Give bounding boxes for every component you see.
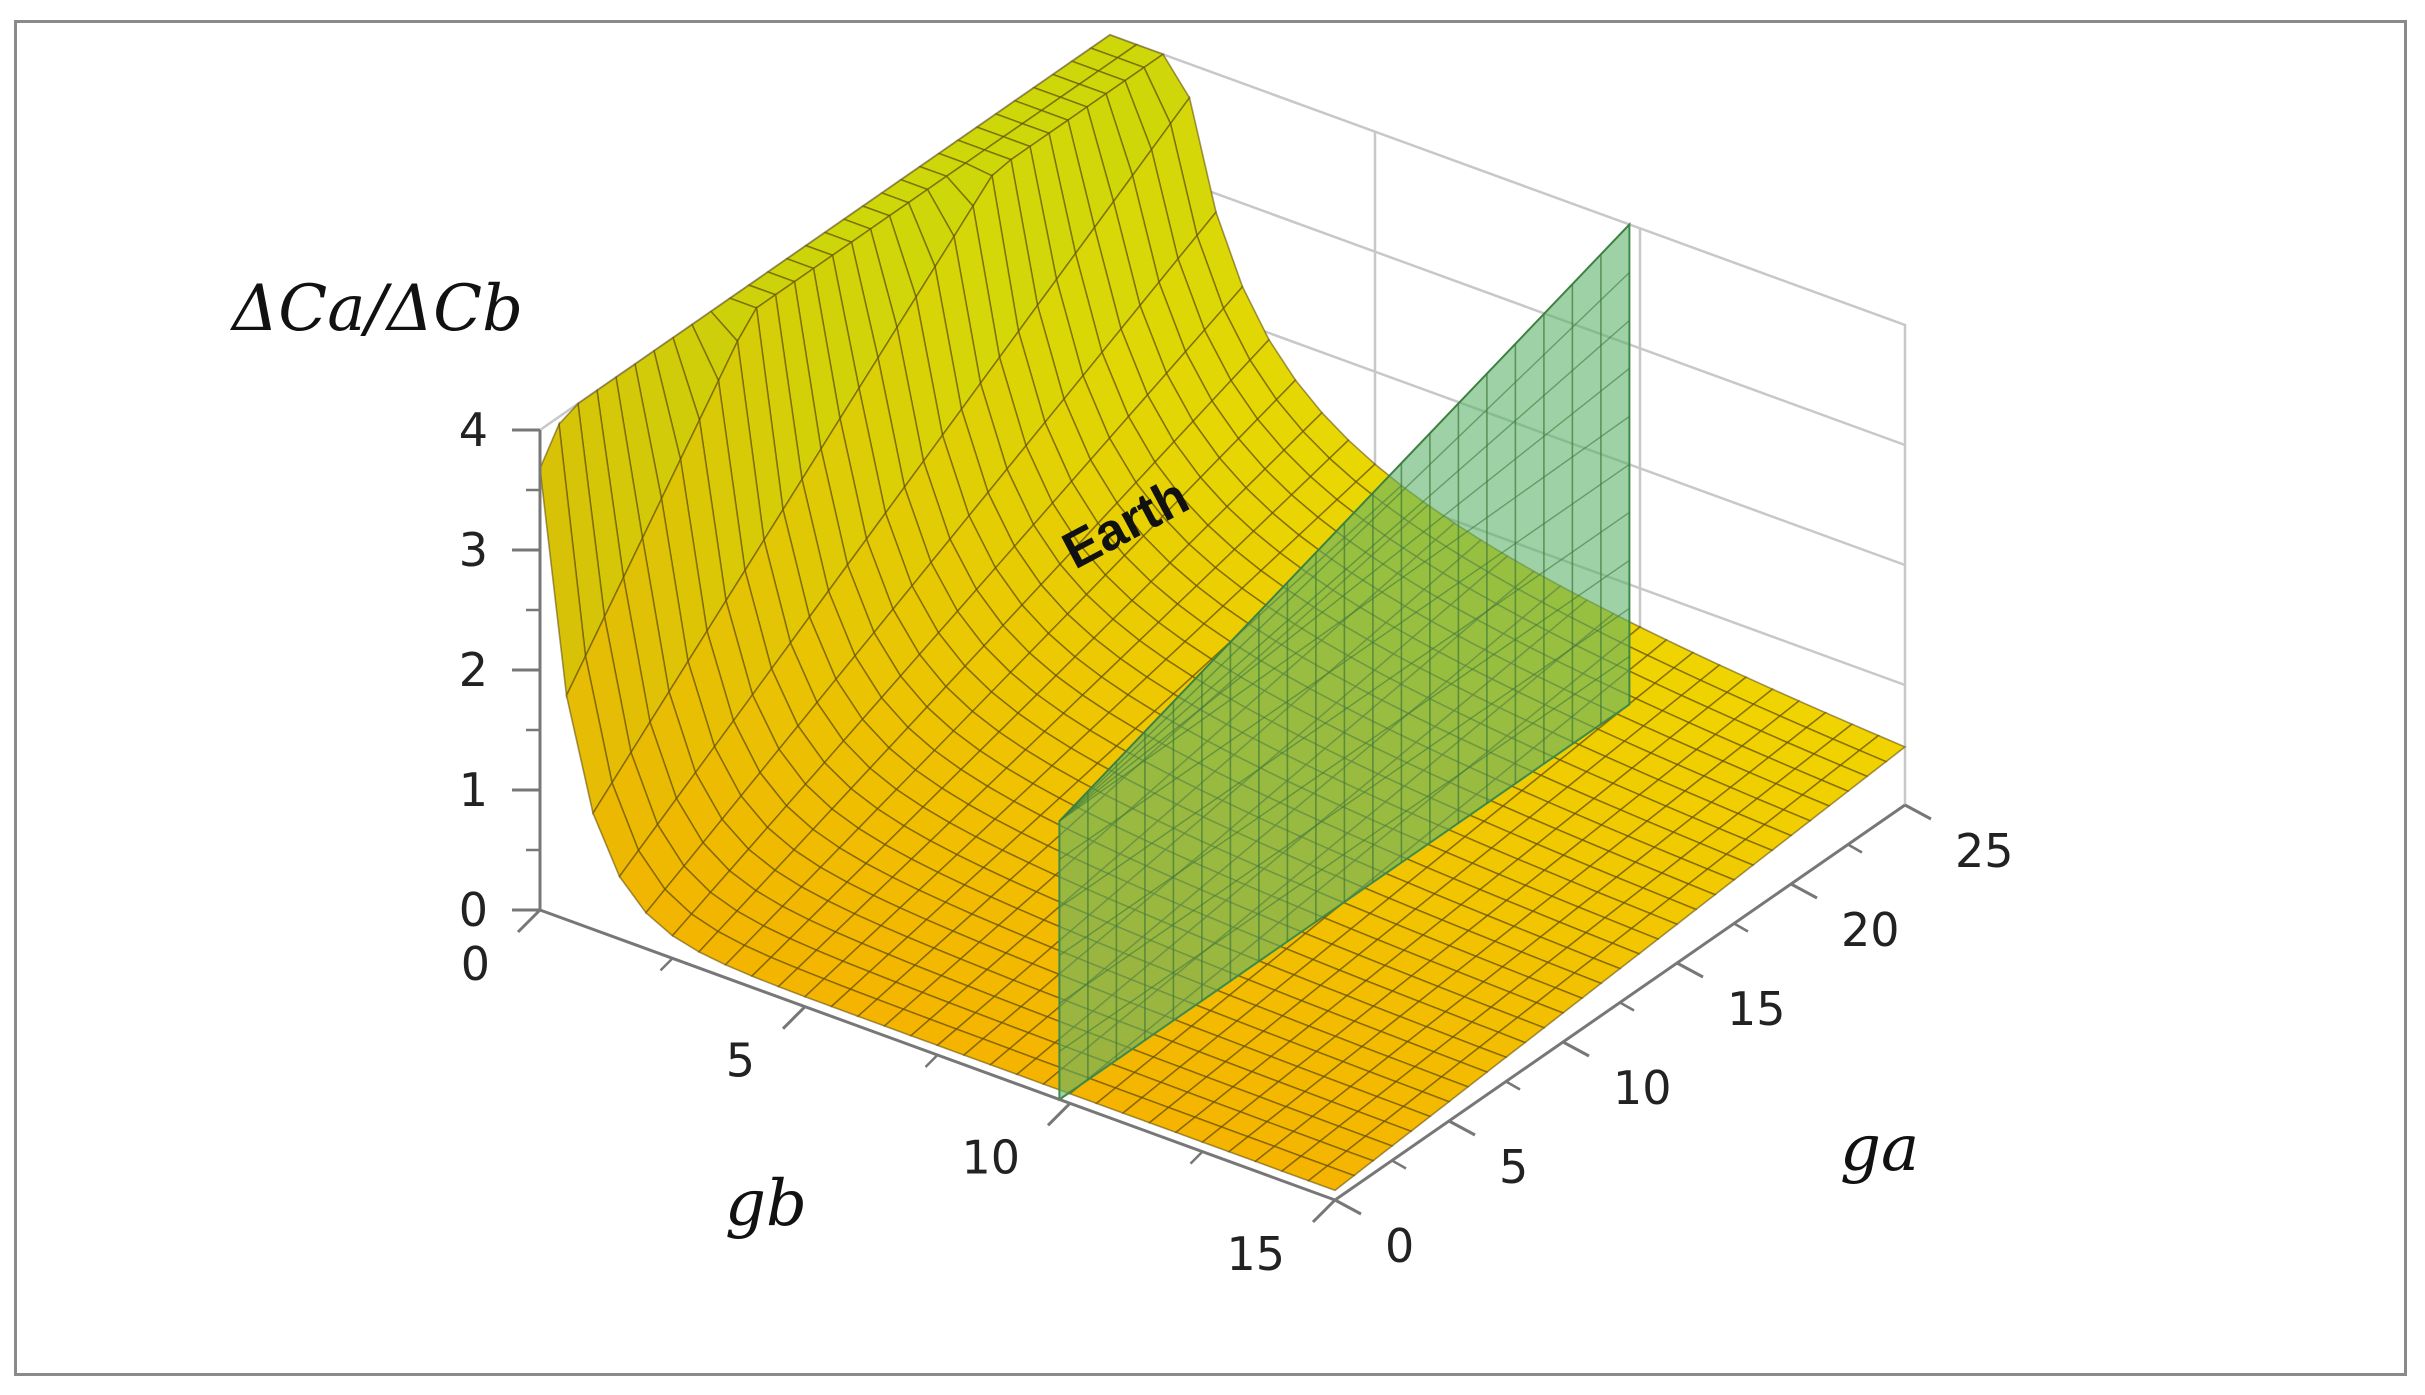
y-tick-label: 5 bbox=[1499, 1140, 1528, 1194]
earth-plane bbox=[1058, 222, 1631, 1102]
y-minor-tick bbox=[1847, 843, 1863, 854]
earth-plane-gridline bbox=[1058, 415, 1630, 822]
tick-labels: 0 1 2 3 4 0 5 10 15 0 5 10 15 20 25 bbox=[459, 403, 2014, 1281]
y-tick-label: 20 bbox=[1841, 903, 1900, 957]
x-tick-label: 15 bbox=[1226, 1227, 1285, 1281]
x-tick-label: 0 bbox=[461, 937, 490, 991]
surface-cell bbox=[1306, 1164, 1356, 1192]
y-minor-tick bbox=[1733, 922, 1749, 933]
side-z-gridline bbox=[1109, 153, 1906, 447]
axes bbox=[512, 428, 1932, 1224]
z-tick-label: 2 bbox=[459, 643, 488, 697]
x-tick-label: 10 bbox=[961, 1130, 1020, 1184]
z-tick-label: 3 bbox=[459, 523, 488, 577]
x-tick bbox=[781, 1005, 807, 1030]
earth-plane-gridline bbox=[1058, 271, 1630, 822]
x-tick bbox=[516, 908, 542, 934]
earth-plane-gridline bbox=[1059, 463, 1630, 861]
x-minor-tick bbox=[1189, 1150, 1204, 1165]
earth-plane-gridline bbox=[1059, 511, 1630, 909]
surface bbox=[539, 34, 1907, 1192]
earth-plane-gridline bbox=[1058, 223, 1630, 822]
y-tick-label: 25 bbox=[1955, 824, 2014, 878]
earth-plane-gridline bbox=[1059, 607, 1630, 1005]
y-tick-label: 15 bbox=[1727, 982, 1786, 1036]
y-tick bbox=[1790, 882, 1818, 900]
x-axis-title: gb bbox=[725, 1167, 807, 1241]
y-tick-label: 10 bbox=[1613, 1061, 1672, 1115]
y-tick bbox=[1676, 961, 1704, 979]
y-minor-tick bbox=[1505, 1080, 1521, 1091]
earth-plane-gridline bbox=[1058, 367, 1630, 822]
x-minor-tick bbox=[659, 957, 674, 972]
y-axis-title: ga bbox=[1840, 1112, 1919, 1186]
z-tick-label: 1 bbox=[459, 763, 488, 817]
x-tick bbox=[1311, 1198, 1337, 1224]
x-minor-tick bbox=[924, 1054, 939, 1068]
y-tick bbox=[1562, 1040, 1590, 1058]
y-minor-tick bbox=[1619, 1001, 1635, 1012]
z-axis-title: ΔCa/ΔCb bbox=[229, 272, 523, 346]
z-tick-label: 0 bbox=[459, 883, 488, 937]
y-tick bbox=[1448, 1119, 1476, 1137]
z-tick-label: 4 bbox=[459, 403, 488, 457]
x-tick-label: 5 bbox=[726, 1034, 755, 1088]
earth-plane-gridline bbox=[1059, 655, 1630, 1053]
earth-plane-gridline bbox=[1058, 319, 1630, 822]
y-tick-label: 0 bbox=[1385, 1219, 1414, 1273]
x-tick bbox=[1046, 1102, 1072, 1127]
y-minor-tick bbox=[1391, 1159, 1407, 1170]
y-tick bbox=[1334, 1198, 1362, 1216]
earth-plane-gridline bbox=[1059, 559, 1630, 957]
y-tick bbox=[1904, 803, 1932, 821]
